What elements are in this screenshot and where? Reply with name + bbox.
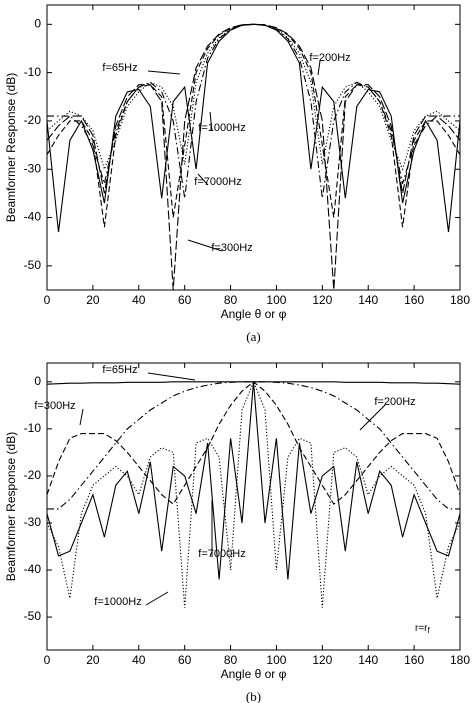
curve-label: f=300Hz — [34, 400, 75, 412]
curve-label: f=65Hz — [102, 62, 137, 74]
curve-arrow — [197, 173, 209, 186]
series-line — [47, 381, 460, 580]
y-tick-label: -30 — [24, 161, 42, 175]
curve-label: f=200Hz — [309, 52, 350, 64]
x-tick-label: 20 — [86, 293, 100, 307]
x-tick-label: 20 — [86, 653, 100, 667]
x-tick-label: 140 — [358, 653, 378, 667]
plot-frame — [46, 362, 461, 651]
y-tick-label: 0 — [34, 374, 41, 388]
x-tick-label: 60 — [178, 293, 192, 307]
series-line — [47, 23, 460, 233]
x-tick-label: 80 — [224, 653, 238, 667]
x-tick-label: 160 — [404, 653, 424, 667]
curve-label: f=1000Hz — [198, 122, 245, 134]
caption: (b) — [246, 689, 261, 703]
curve-label: f=200Hz — [374, 396, 415, 408]
curve-arrow — [187, 239, 223, 252]
x-tick-label: 160 — [404, 293, 424, 307]
curve-label: f=65Hz — [102, 364, 137, 376]
x-tick-label: 140 — [358, 293, 378, 307]
y-tick-label: -50 — [24, 258, 42, 272]
x-tick-label: 180 — [450, 653, 470, 667]
y-tick-label: -40 — [24, 562, 42, 576]
x-tick-label: 120 — [312, 653, 332, 667]
annotation-sub: f — [428, 626, 431, 635]
x-tick-label: 80 — [224, 293, 238, 307]
curve-arrow — [147, 70, 181, 75]
panel: 0 20 40 60 80 100 120 140 160 180 0 -10 -20 -30 -40 -50… — [4, 362, 470, 703]
curve-arrow — [317, 60, 321, 76]
curve-arrow — [359, 404, 386, 431]
y-tick-label: -20 — [24, 468, 42, 482]
x-axis-label: Angle θ or φ — [221, 307, 287, 321]
x-tick-label: 40 — [132, 653, 146, 667]
y-tick-label: -10 — [24, 421, 42, 435]
y-tick-label: -30 — [24, 515, 42, 529]
curve-arrow — [147, 372, 196, 381]
y-tick-label: -20 — [24, 113, 42, 127]
curve-label: f=1000Hz — [94, 596, 141, 608]
annotation-text: r=r — [415, 623, 428, 634]
series-line — [47, 23, 460, 228]
x-tick-label: 100 — [266, 653, 286, 667]
y-tick-label: -10 — [24, 65, 42, 79]
curve-label: f=300Hz — [211, 242, 252, 254]
series-line — [47, 23, 460, 171]
y-tick-label: -40 — [24, 210, 42, 224]
y-tick-label: -50 — [24, 609, 42, 623]
y-tick-label: 0 — [34, 16, 41, 30]
curve-label: f=7000Hz — [198, 548, 245, 560]
caption: (a) — [246, 329, 260, 344]
x-axis-label: Angle θ or φ — [221, 667, 287, 681]
plot-frame — [46, 4, 461, 291]
curve-label: f=7000Hz — [194, 176, 241, 188]
panel: 0 20 40 60 80 100 120 140 160 180 0 -10 -20 -30 -40 -50… — [4, 4, 470, 344]
y-axis-label: Beamformer Response (dB) — [4, 432, 18, 581]
series-line — [47, 23, 460, 290]
curve-arrow — [209, 111, 213, 132]
annotation: r=rf — [415, 623, 431, 635]
x-tick-label: 180 — [450, 293, 470, 307]
curve-arrow — [79, 408, 84, 426]
series-line — [47, 23, 460, 199]
y-axis-label: Beamformer Response (dB) — [4, 73, 18, 222]
x-tick-label: 100 — [266, 293, 286, 307]
x-tick-label: 60 — [178, 653, 192, 667]
x-tick-label: 0 — [44, 653, 51, 667]
x-tick-label: 40 — [132, 293, 146, 307]
curve-arrow — [145, 591, 169, 606]
x-tick-label: 120 — [312, 293, 332, 307]
x-tick-label: 0 — [44, 293, 51, 307]
series-line — [47, 380, 460, 608]
